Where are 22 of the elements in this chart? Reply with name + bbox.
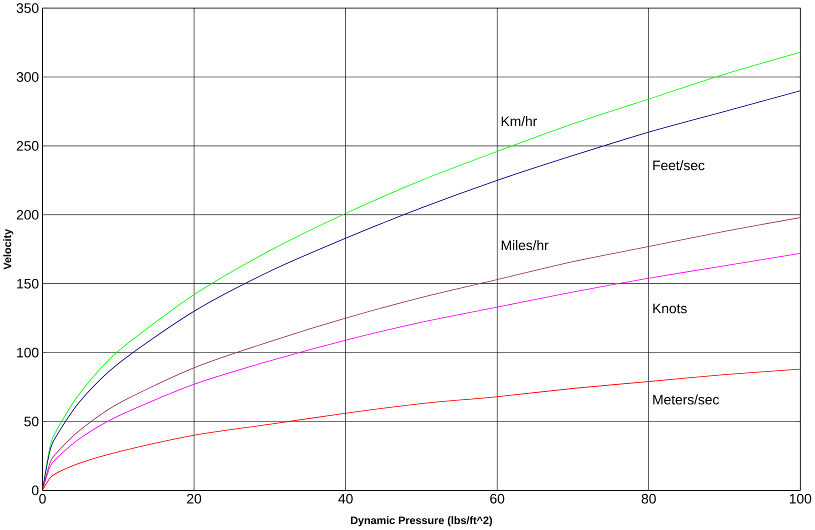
y-tick-label: 200 <box>16 210 38 220</box>
y-tick-label: 350 <box>16 3 38 14</box>
series-label: Meters/sec <box>653 394 719 405</box>
line-series <box>42 368 800 491</box>
y-tick-label: 250 <box>16 141 38 152</box>
series-label: Miles/hr <box>502 240 548 250</box>
text: Feet/sec <box>653 160 704 170</box>
x-tick-label: 100 <box>790 494 812 504</box>
series-label: Knots <box>653 304 687 314</box>
x-tick-label: 20 <box>187 494 202 504</box>
x-tick-label: 40 <box>338 494 353 504</box>
x-tick-label: 60 <box>490 494 504 504</box>
y-tick-label: 50 <box>24 416 38 427</box>
y-tick-label: 150 <box>17 279 38 289</box>
y-tick-label: 100 <box>17 348 38 358</box>
y-tick-label: 300 <box>16 72 38 82</box>
y-axis-title: Velocity <box>3 229 14 270</box>
x-axis-title: Dynamic Pressure (lbs/ft^2) <box>350 516 492 526</box>
y-tick-label: 0 <box>32 486 38 496</box>
x-tick-label: 80 <box>642 494 656 504</box>
x-tick-label: 0 <box>39 494 46 504</box>
series-label: Km/hr <box>502 116 538 126</box>
